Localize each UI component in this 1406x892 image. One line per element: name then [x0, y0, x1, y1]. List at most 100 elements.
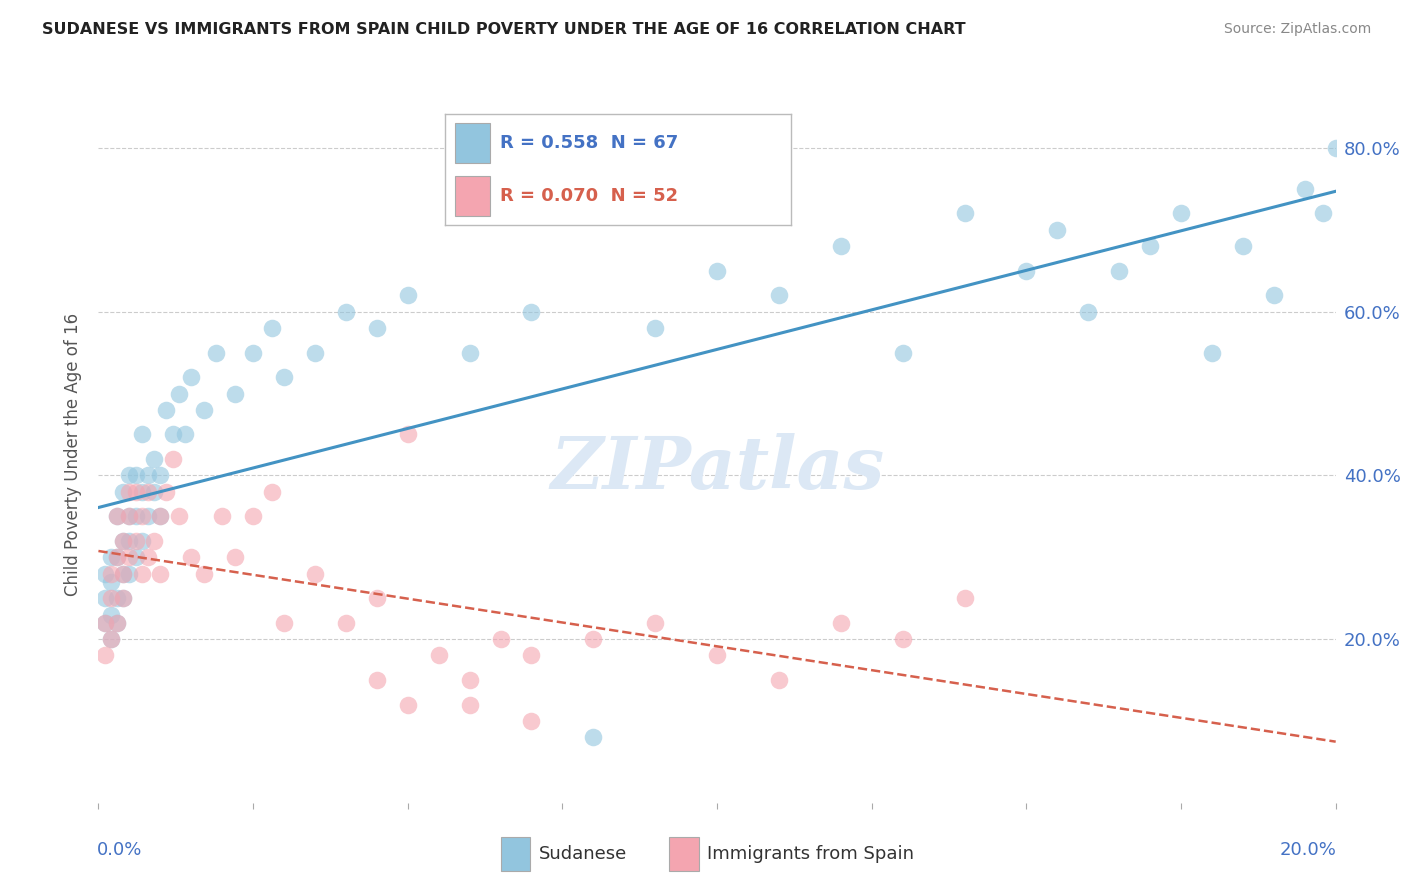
Point [891, 632, 914, 646]
Point [100, 607, 122, 622]
Point [458, 698, 481, 712]
Point [105, 509, 128, 524]
Point [131, 566, 153, 581]
Point [273, 615, 295, 630]
Point [149, 509, 172, 524]
Point [162, 427, 184, 442]
Point [1294, 182, 1316, 196]
Point [118, 550, 141, 565]
Point [1046, 223, 1069, 237]
Point [891, 345, 914, 359]
Point [304, 566, 326, 581]
Point [953, 591, 976, 606]
Point [136, 550, 159, 565]
Point [100, 632, 122, 646]
Point [155, 403, 177, 417]
Point [105, 550, 128, 565]
Point [458, 673, 481, 687]
Point [118, 509, 141, 524]
Text: 0.0%: 0.0% [97, 841, 142, 859]
Point [136, 484, 159, 499]
Point [211, 509, 233, 524]
Point [396, 427, 419, 442]
Point [1170, 206, 1192, 220]
Point [335, 304, 357, 318]
Point [149, 509, 172, 524]
Point [260, 484, 283, 499]
Point [93, 566, 115, 581]
Point [112, 533, 135, 548]
Point [304, 345, 326, 359]
Point [396, 698, 419, 712]
Point [136, 509, 159, 524]
Point [149, 468, 172, 483]
Point [131, 427, 153, 442]
Text: 20.0%: 20.0% [1279, 841, 1337, 859]
Point [118, 566, 141, 581]
Point [768, 673, 790, 687]
Point [131, 533, 153, 548]
Bar [501, 837, 530, 871]
Point [706, 264, 728, 278]
Point [582, 731, 605, 745]
Point [100, 632, 122, 646]
Point [112, 591, 135, 606]
Point [93, 591, 115, 606]
Y-axis label: Child Poverty Under the Age of 16: Child Poverty Under the Age of 16 [63, 313, 82, 597]
Point [124, 484, 146, 499]
Point [162, 452, 184, 467]
Point [1201, 345, 1223, 359]
Point [155, 484, 177, 499]
Point [112, 591, 135, 606]
Point [100, 591, 122, 606]
Point [1232, 239, 1254, 253]
Point [100, 566, 122, 581]
Point [260, 321, 283, 335]
Point [149, 566, 172, 581]
Point [105, 591, 128, 606]
Point [180, 550, 202, 565]
Text: SUDANESE VS IMMIGRANTS FROM SPAIN CHILD POVERTY UNDER THE AGE OF 16 CORRELATION : SUDANESE VS IMMIGRANTS FROM SPAIN CHILD … [42, 22, 966, 37]
Point [458, 345, 481, 359]
Point [396, 288, 419, 302]
Point [174, 427, 197, 442]
Point [124, 468, 146, 483]
Point [193, 403, 215, 417]
Point [180, 370, 202, 384]
Point [112, 484, 135, 499]
Point [366, 591, 388, 606]
Point [143, 484, 166, 499]
Point [1324, 141, 1347, 155]
Point [1312, 206, 1334, 220]
Point [124, 550, 146, 565]
Point [124, 533, 146, 548]
Point [112, 566, 135, 581]
Point [366, 673, 388, 687]
Point [335, 615, 357, 630]
Point [366, 321, 388, 335]
Point [93, 615, 115, 630]
Point [427, 648, 450, 663]
Point [193, 566, 215, 581]
Point [131, 484, 153, 499]
Point [644, 615, 666, 630]
Point [100, 574, 122, 589]
Point [520, 304, 543, 318]
Point [118, 468, 141, 483]
Point [118, 533, 141, 548]
Point [644, 321, 666, 335]
Point [93, 615, 115, 630]
Point [582, 632, 605, 646]
Point [143, 533, 166, 548]
Point [224, 386, 246, 401]
Point [136, 468, 159, 483]
Point [131, 509, 153, 524]
Text: ZIPatlas: ZIPatlas [550, 434, 884, 504]
Point [224, 550, 246, 565]
Point [830, 615, 852, 630]
Point [520, 714, 543, 728]
Point [118, 484, 141, 499]
Point [489, 632, 512, 646]
Point [1015, 264, 1038, 278]
Point [143, 452, 166, 467]
